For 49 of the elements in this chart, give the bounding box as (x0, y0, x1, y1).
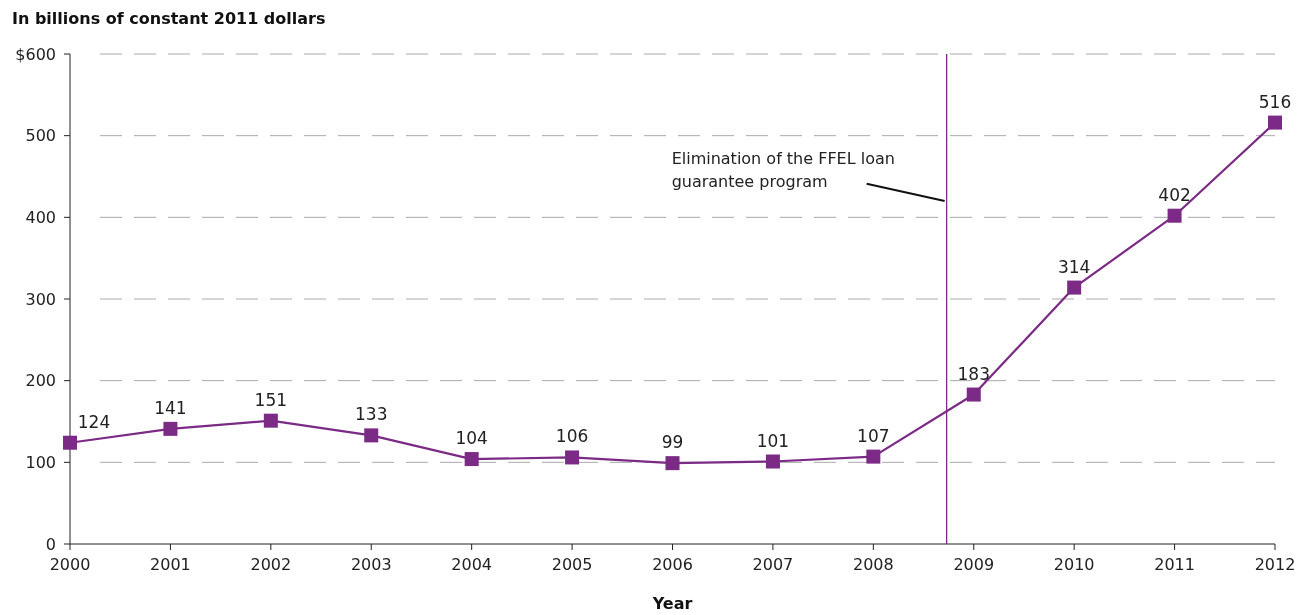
point (263, 413, 278, 428)
point (665, 456, 680, 471)
data-label: 99 (661, 432, 684, 453)
data-label: 106 (555, 426, 589, 447)
point (364, 428, 379, 443)
data-label: 124 (77, 411, 111, 432)
x-tick-label: 2011 (1154, 555, 1195, 574)
data-label: 151 (254, 389, 288, 410)
data-label: 133 (355, 404, 388, 425)
y-tick-label: 0 (45, 534, 56, 554)
data-label: 402 (1158, 184, 1191, 205)
y-tick-label: 200 (25, 371, 56, 391)
y-tick-label: 400 (25, 207, 56, 227)
data-label: 516 (1258, 91, 1292, 112)
x-tick-label: 2000 (49, 555, 91, 574)
x-tick-label: 2004 (451, 555, 493, 574)
x-tick-label: 2001 (150, 555, 191, 574)
data-label: 314 (1057, 256, 1091, 277)
x-tick-label: 2008 (852, 555, 894, 574)
data-label: 141 (154, 397, 187, 418)
point (163, 421, 178, 436)
point (1167, 208, 1182, 223)
point (866, 449, 881, 464)
data-label: 101 (756, 430, 790, 451)
y-axis-title: In billions of constant 2011 dollars (12, 9, 326, 28)
point (1268, 115, 1282, 130)
x-tick-label: 2006 (652, 555, 693, 574)
point (765, 454, 780, 469)
x-tick-label: 2007 (752, 555, 794, 574)
point (966, 387, 981, 402)
y-tick-label: 300 (25, 289, 56, 309)
x-tick-label: 2002 (250, 555, 292, 574)
y-tick-label: 500 (25, 126, 56, 146)
y-tick-label: $600 (15, 44, 56, 64)
y-tick-label: 100 (25, 452, 56, 472)
x-tick-label: 2005 (551, 555, 593, 574)
point (565, 450, 580, 465)
data-label: 107 (857, 425, 890, 446)
x-axis-title: Year (651, 594, 693, 613)
point (63, 435, 77, 450)
ref-line-label: Elimination of the FFEL loan guarantee program (671, 149, 895, 192)
point (1067, 280, 1082, 295)
point (464, 452, 479, 467)
x-tick-label: 2010 (1053, 555, 1095, 574)
x-tick-label: 2003 (350, 555, 392, 574)
data-label: 183 (957, 363, 990, 384)
data-label: 104 (455, 428, 488, 449)
x-tick-label: 2009 (953, 555, 995, 574)
x-tick-label: 2012 (1254, 555, 1296, 574)
